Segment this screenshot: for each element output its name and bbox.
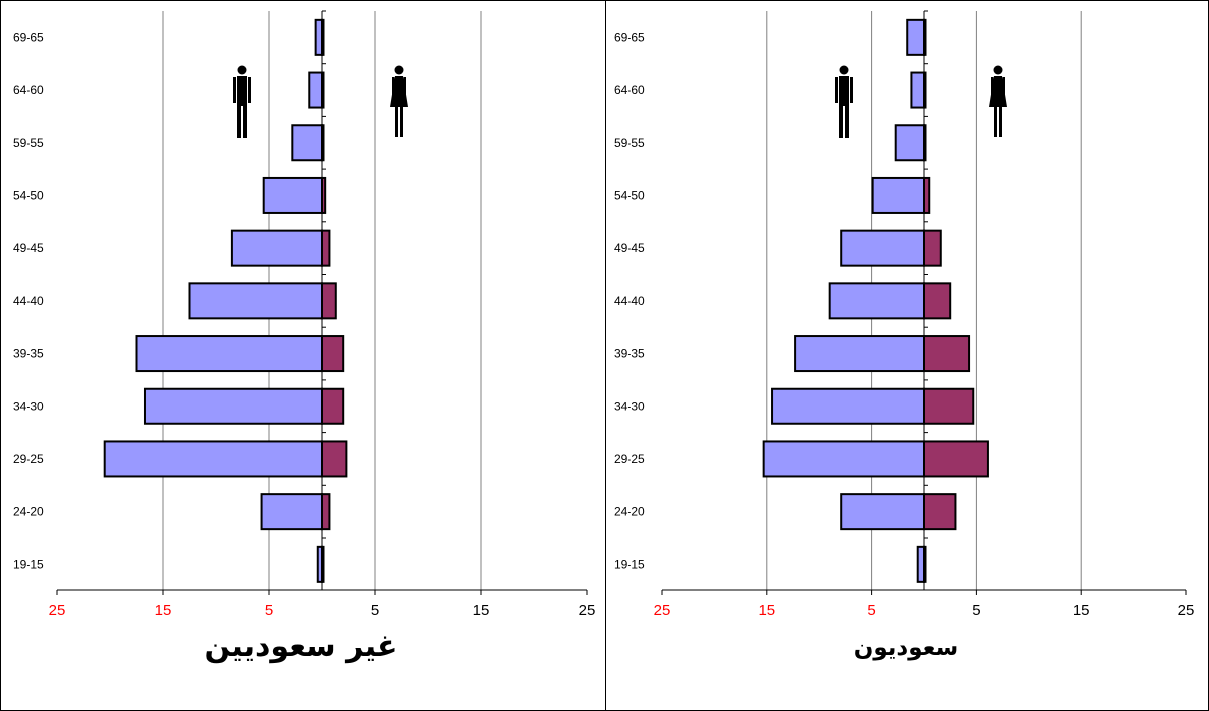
bar-male [840,493,925,531]
leg-left [395,107,398,137]
category-label: 19-15 [13,557,44,571]
category-label: 54-50 [13,188,44,202]
head [237,65,247,75]
torso [839,76,849,106]
arm-left [991,77,994,97]
category-label: 44-40 [13,294,44,308]
x-tick-label: 25 [654,602,671,619]
bar-male [771,387,925,425]
x-tick-label: 5 [972,602,980,619]
bar-female [923,282,952,320]
arm-right [850,77,853,103]
pyramid-chart-saudi: 19-15 24-20 29-25 34-30 39-35 44-40 49-45 54-50… [614,10,1195,619]
bar-female [321,282,337,320]
category-label: 24-20 [614,505,645,519]
leg-right [400,107,403,137]
leg-right [845,105,849,138]
leg-right [999,107,1002,137]
man-silhouette-icon [835,65,853,138]
category-label: 54-50 [614,188,645,202]
bar-male [762,440,925,478]
category-label: 34-30 [13,399,44,413]
bar-male [188,282,323,320]
bar-male [135,335,323,373]
torso [237,76,247,106]
bar-male [910,71,926,109]
bar-female [321,335,345,373]
bar-female [321,387,345,425]
leg-left [839,105,843,138]
bar-male [828,282,925,320]
category-label: 64-60 [614,83,645,97]
category-label: 39-35 [614,347,645,361]
x-tick-label: 25 [579,602,596,619]
category-label: 49-45 [13,241,44,255]
bar-male [871,176,926,214]
woman-silhouette-icon [989,65,1007,137]
arm-left [835,77,838,103]
leg-right [243,105,247,138]
head [993,65,1003,75]
leg-left [237,105,241,138]
head [839,65,849,75]
category-label: 44-40 [614,294,645,308]
x-tick-label: 15 [473,602,490,619]
x-tick-label: 25 [49,602,66,619]
pyramid-chart-non-saudi: 19-15 24-20 29-25 34-30 39-35 44-40 49-45 54-50… [13,10,596,619]
arm-right [248,77,251,103]
x-tick-label: 15 [758,602,775,619]
category-label: 24-20 [13,505,44,519]
bar-male [260,493,323,531]
arm-left [233,77,236,103]
woman-silhouette-icon [390,65,408,137]
bar-female [923,176,931,214]
bar-female [923,387,975,425]
category-label: 39-35 [13,347,44,361]
bar-male [143,387,323,425]
arm-right [403,77,406,97]
x-tick-label: 5 [371,602,379,619]
bar-female [321,229,331,267]
bar-male [230,229,323,267]
bar-female [923,229,942,267]
bar-female [923,335,971,373]
bar-male [840,229,925,267]
x-tick-label: 5 [867,602,875,619]
category-label: 64-60 [13,83,44,97]
bar-male [894,124,926,162]
category-label: 69-65 [614,30,645,44]
bar-female [923,493,957,531]
bar-male [308,71,323,109]
man-silhouette-icon [233,65,251,138]
leg-left [994,107,997,137]
x-tick-label: 5 [265,602,273,619]
bar-male [291,124,324,162]
bar-male [794,335,925,373]
bar-female [321,493,331,531]
bar-male [103,440,323,478]
pyramid-panel-saudi: 19-15 24-20 29-25 34-30 39-35 44-40 49-45 54-50… [605,0,1209,711]
bar-male [262,176,324,214]
category-label: 59-55 [614,136,645,150]
bar-female [321,440,348,478]
category-label: 29-25 [614,452,645,466]
chart-title: سعوديون [853,635,959,661]
arm-left [392,77,395,97]
bar-male [906,18,925,56]
arm-right [1002,77,1005,97]
head [394,65,404,75]
category-label: 59-55 [13,136,44,150]
x-tick-label: 15 [155,602,172,619]
category-label: 69-65 [13,30,44,44]
x-tick-label: 15 [1073,602,1090,619]
pyramid-panel-non-saudi: 19-15 24-20 29-25 34-30 39-35 44-40 49-45 54-50… [0,0,606,711]
category-label: 49-45 [614,241,645,255]
category-label: 34-30 [614,399,645,413]
x-tick-label: 25 [1178,602,1195,619]
category-label: 29-25 [13,452,44,466]
bar-female [923,440,989,478]
category-label: 19-15 [614,557,645,571]
chart-title: غير سعوديين [204,629,398,664]
